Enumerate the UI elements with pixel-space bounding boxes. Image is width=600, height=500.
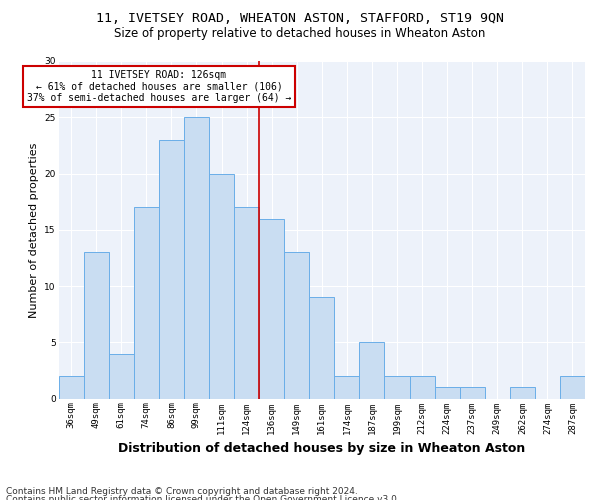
Bar xyxy=(159,140,184,398)
Bar xyxy=(460,388,485,398)
Bar xyxy=(359,342,385,398)
Bar xyxy=(410,376,434,398)
Text: 11 IVETSEY ROAD: 126sqm
← 61% of detached houses are smaller (106)
37% of semi-d: 11 IVETSEY ROAD: 126sqm ← 61% of detache… xyxy=(26,70,291,103)
Bar xyxy=(134,208,159,398)
Bar xyxy=(434,388,460,398)
Bar xyxy=(259,218,284,398)
Text: Contains public sector information licensed under the Open Government Licence v3: Contains public sector information licen… xyxy=(6,495,400,500)
X-axis label: Distribution of detached houses by size in Wheaton Aston: Distribution of detached houses by size … xyxy=(118,442,526,455)
Text: Size of property relative to detached houses in Wheaton Aston: Size of property relative to detached ho… xyxy=(115,28,485,40)
Bar xyxy=(510,388,535,398)
Bar xyxy=(184,118,209,398)
Bar xyxy=(334,376,359,398)
Bar xyxy=(109,354,134,399)
Bar xyxy=(209,174,234,398)
Bar xyxy=(309,298,334,398)
Text: Contains HM Land Registry data © Crown copyright and database right 2024.: Contains HM Land Registry data © Crown c… xyxy=(6,488,358,496)
Bar xyxy=(83,252,109,398)
Bar xyxy=(385,376,410,398)
Y-axis label: Number of detached properties: Number of detached properties xyxy=(29,142,39,318)
Bar xyxy=(560,376,585,398)
Text: 11, IVETSEY ROAD, WHEATON ASTON, STAFFORD, ST19 9QN: 11, IVETSEY ROAD, WHEATON ASTON, STAFFOR… xyxy=(96,12,504,26)
Bar xyxy=(59,376,83,398)
Bar xyxy=(284,252,309,398)
Bar xyxy=(234,208,259,398)
